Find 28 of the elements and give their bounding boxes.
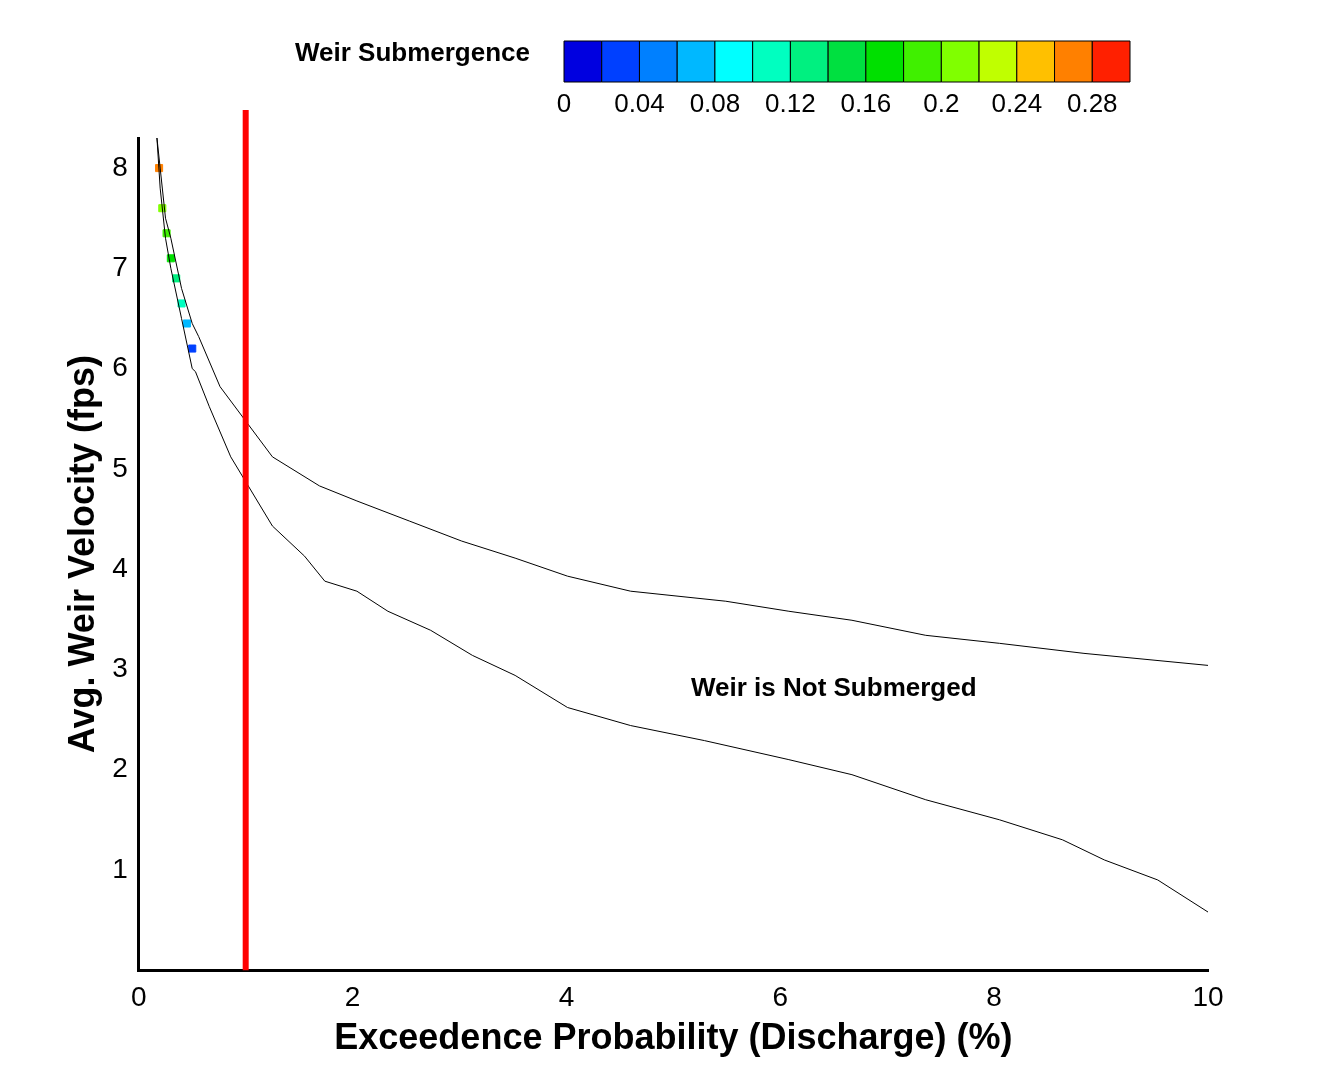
point <box>182 319 191 328</box>
y-tick-label: 3 <box>112 652 128 684</box>
y-tick-label: 1 <box>112 852 128 884</box>
color-bar-label: 0.08 <box>689 88 741 119</box>
y-tick-label: 6 <box>112 351 128 383</box>
color-bar-label: 0.16 <box>840 88 892 119</box>
x-tick-label: 6 <box>772 980 789 1012</box>
y-tick-label: 7 <box>112 251 128 283</box>
y-tick-label: 2 <box>112 752 128 784</box>
color-bar-label: 0.24 <box>991 88 1043 119</box>
point <box>188 344 197 353</box>
color-bar-label: 0.12 <box>765 88 816 119</box>
color-bar-label: 0.04 <box>614 88 665 119</box>
x-tick-label: 10 <box>1192 980 1224 1012</box>
color-bar-label: 0 <box>556 88 572 119</box>
annotation: Weir is Not Submerged <box>690 671 977 702</box>
color-bar-title: Weir Submergence <box>294 37 530 68</box>
y-tick-label: 5 <box>112 451 128 483</box>
x-tick-label: 4 <box>558 980 575 1012</box>
y-axis-title: Avg. Weir Velocity (fps) <box>60 355 102 754</box>
x-axis-title: Exceedence Probability (Discharge) (%) <box>334 1016 1013 1058</box>
color-bar-label: 0.2 <box>923 88 960 119</box>
color-bar-label: 0.28 <box>1066 88 1118 119</box>
x-tick-label: 2 <box>344 980 361 1012</box>
x-tick-label: 8 <box>986 980 1002 1012</box>
x-tick-label: 0 <box>130 980 147 1012</box>
y-tick-label: 4 <box>112 551 128 583</box>
y-tick-label: 8 <box>112 150 128 182</box>
